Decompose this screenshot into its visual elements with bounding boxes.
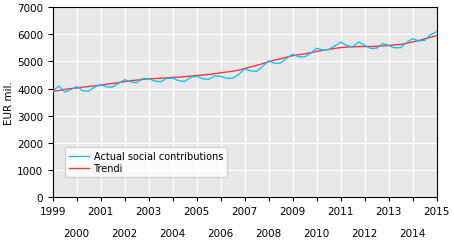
Text: 2006: 2006 [207, 228, 234, 238]
Text: 2008: 2008 [256, 228, 282, 238]
Text: 2010: 2010 [304, 228, 330, 238]
Actual social contributions [122, 79, 128, 82]
Text: 2002: 2002 [112, 228, 138, 238]
Text: 2000: 2000 [64, 228, 90, 238]
Line: Actual social contributions: Actual social contributions [53, 13, 454, 93]
Actual social contributions [50, 90, 55, 93]
Actual social contributions [182, 81, 188, 84]
Trendi [50, 90, 55, 93]
Trendi [116, 82, 122, 85]
Trendi [188, 75, 193, 78]
Trendi [176, 76, 182, 79]
Text: 2004: 2004 [160, 228, 186, 238]
Y-axis label: EUR mil.: EUR mil. [4, 81, 14, 124]
Actual social contributions [368, 48, 373, 51]
Line: Trendi: Trendi [53, 10, 454, 92]
Text: 2014: 2014 [400, 228, 426, 238]
Legend: Actual social contributions, Trendi: Actual social contributions, Trendi [65, 148, 227, 177]
Actual social contributions [194, 76, 199, 79]
Text: 2012: 2012 [351, 228, 378, 238]
Actual social contributions [62, 91, 68, 94]
